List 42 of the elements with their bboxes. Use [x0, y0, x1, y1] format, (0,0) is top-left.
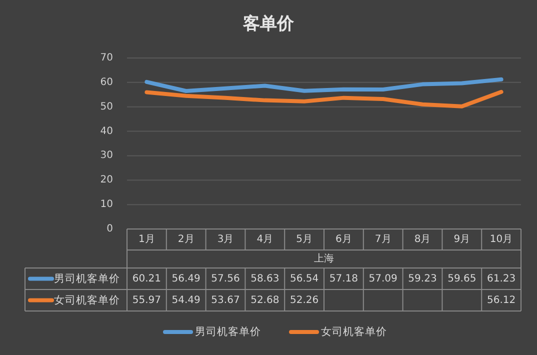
y-tick-label: 20: [100, 174, 113, 186]
x-tick-label: 10月: [490, 234, 513, 245]
data-label: 53.67: [211, 294, 240, 306]
data-label: 56.12: [486, 294, 516, 306]
data-label: 52.26: [290, 294, 319, 306]
legend-label: 男司机客单价: [54, 272, 120, 285]
data-label: 55.97: [132, 294, 162, 306]
data-label: 60.21: [132, 273, 162, 284]
y-tick-label: 70: [100, 52, 113, 64]
data-label: 58.63: [250, 273, 280, 284]
data-label: 57.18: [329, 273, 358, 284]
x-tick-label: 7月: [374, 234, 392, 245]
y-tick-label: 60: [100, 76, 113, 88]
x-tick-label: 2月: [178, 234, 194, 245]
y-tick-label: 0: [106, 224, 113, 234]
x-tick-label: 8月: [414, 234, 431, 245]
chart-title: 客单价: [242, 14, 295, 34]
data-label: 57.56: [211, 273, 240, 284]
data-label: 52.68: [250, 294, 280, 306]
y-tick-label: 40: [100, 126, 113, 137]
data-label: 61.23: [486, 273, 516, 284]
x-tick-label: 9月: [454, 234, 470, 245]
x-tick-label: 3月: [217, 234, 234, 245]
x-tick-label: 1月: [138, 234, 155, 245]
text: 男司机客单价: [195, 326, 261, 338]
x-axis-title: 上海: [314, 252, 334, 264]
data-label: 56.54: [290, 273, 319, 284]
x-tick-label: 5月: [296, 234, 312, 245]
data-label: 56.49: [172, 273, 200, 284]
data-label: 59.23: [408, 273, 437, 284]
line-series: [144, 77, 504, 94]
legend-label: 女司机客单价: [54, 293, 120, 306]
y-tick-label: 30: [100, 150, 113, 162]
text: 女司机客单价: [321, 326, 387, 338]
y-tick-label: 50: [100, 101, 113, 112]
x-tick-label: 6月: [336, 234, 352, 245]
data-label: 57.09: [368, 273, 398, 284]
data-label: 59.65: [448, 273, 476, 284]
x-tick-label: 4月: [256, 234, 274, 245]
data-label: 54.49: [172, 294, 200, 306]
y-tick-label: 10: [100, 199, 113, 210]
line-series: [144, 90, 504, 108]
